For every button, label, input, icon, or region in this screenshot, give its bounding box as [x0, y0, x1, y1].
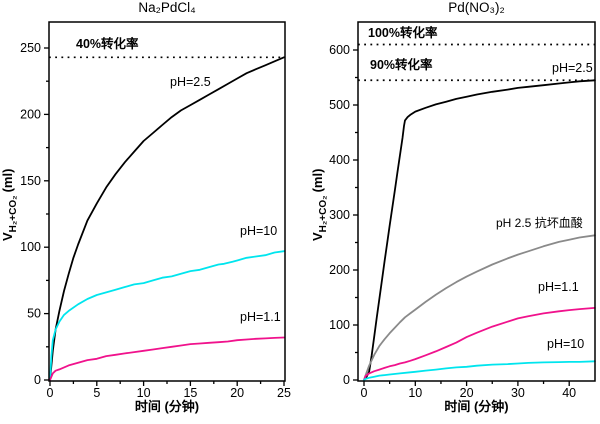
y-tick-label: 300	[329, 208, 350, 222]
y-axis-title-left-sub: H₂+CO₂	[7, 195, 19, 233]
x-tick-label: 20	[460, 386, 474, 400]
series-line-pH=10	[363, 360, 596, 381]
y-tick-label: 600	[329, 43, 350, 57]
x-tick-label: 15	[183, 386, 197, 400]
ref-label-90pct: 90%转化率	[370, 58, 433, 72]
x-tick-label: 20	[230, 386, 244, 400]
y-tick-label: 500	[329, 98, 350, 112]
y-tick-label: 400	[329, 153, 350, 167]
x-tick-label: 10	[137, 386, 151, 400]
x-tick-label: 40	[562, 386, 576, 400]
chart-title-right: Pd(NO₃)₂	[448, 0, 505, 15]
curve-label-right-ph2-5: pH=2.5	[552, 61, 593, 75]
ref-label-100pct: 100%转化率	[368, 26, 438, 40]
series-line-pH=1.1	[363, 306, 596, 381]
chart-title-left: Na₂PdCl₄	[138, 0, 196, 15]
y-tick-label: 100	[20, 240, 41, 254]
series-line-pH 2.5 抗坏血酸	[363, 234, 596, 381]
x-tick-label: 30	[511, 386, 525, 400]
plot-border	[357, 21, 596, 382]
x-tick-label: 10	[408, 386, 422, 400]
y-tick-label: 0	[34, 373, 41, 387]
y-tick-label: 50	[27, 307, 41, 321]
y-axis-title-left-suffix: (ml)	[0, 168, 16, 193]
curve-label-right-ph2-5-ascorbic: pH 2.5 抗坏血酸	[496, 216, 583, 230]
y-tick-label: 150	[20, 174, 41, 188]
curve-label-left-ph2-5: pH=2.5	[170, 75, 211, 89]
x-axis-title-right: 时间 (分钟)	[444, 399, 509, 414]
y-axis-title-right: VH₂+CO₂ (ml)	[310, 130, 329, 280]
curve-label-left-ph1-1: pH=1.1	[240, 310, 281, 324]
curve-label-right-ph10: pH=10	[547, 337, 585, 351]
curve-label-right-ph1-1: pH=1.1	[538, 280, 579, 294]
x-axis-title-left: 时间 (分钟)	[134, 399, 200, 414]
series-line-pH=10	[49, 250, 285, 381]
y-axis-title-right-suffix: (ml)	[310, 168, 326, 193]
y-axis-title-right-sub: H₂+CO₂	[317, 195, 329, 233]
x-tick-label: 0	[47, 386, 54, 400]
y-tick-label: 0	[343, 373, 350, 387]
x-tick-label: 0	[361, 386, 368, 400]
plot-border	[48, 21, 286, 382]
y-axis-title-left: VH₂+CO₂ (ml)	[0, 130, 19, 280]
y-axis-title-left-prefix: V	[0, 232, 16, 242]
x-tick-label: 25	[277, 386, 291, 400]
y-axis-title-right-prefix: V	[310, 232, 326, 242]
y-tick-label: 200	[329, 263, 350, 277]
series-line-pH=1.1	[49, 336, 285, 381]
x-tick-label: 5	[93, 386, 100, 400]
y-tick-label: 250	[20, 41, 41, 55]
series-line-pH=2.5	[49, 56, 285, 381]
series-line-pH=2.5	[363, 79, 596, 381]
ref-label-40pct: 40%转化率	[76, 37, 139, 51]
y-tick-label: 200	[20, 107, 41, 121]
y-tick-label: 100	[329, 318, 350, 332]
curve-label-left-ph10: pH=10	[240, 224, 278, 238]
